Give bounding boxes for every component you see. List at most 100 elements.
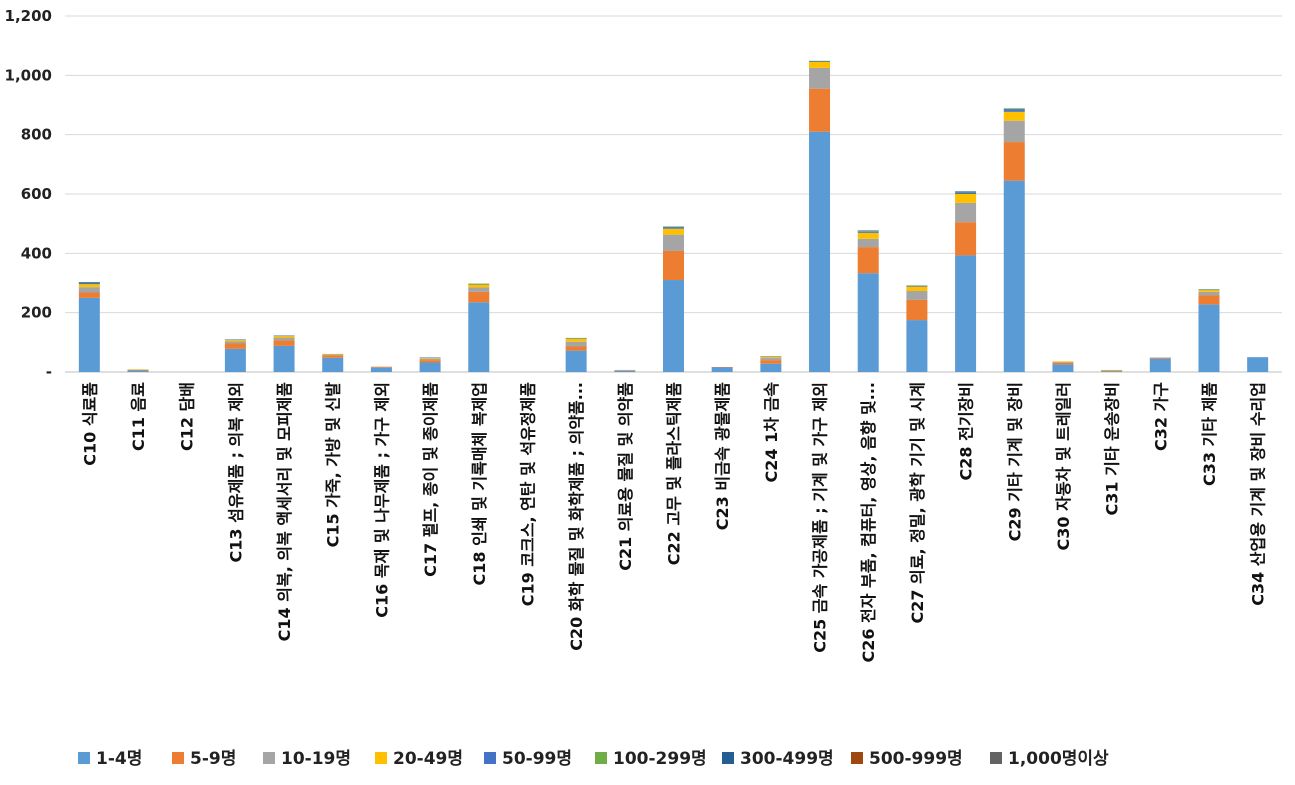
bar-segment — [1198, 290, 1220, 292]
bar-segment — [224, 348, 246, 372]
x-tick-label: C30 자동차 및 트레일러 — [1054, 382, 1073, 550]
legend-label: 1-4명 — [96, 749, 142, 769]
bar-segment — [1003, 109, 1025, 111]
bar-segment — [663, 250, 684, 281]
bar-segment — [78, 292, 100, 298]
x-tick-label: C11 음료 — [129, 382, 148, 451]
bar-segment — [370, 366, 392, 368]
x-tick-label: C20 화학 물질 및 화학제품 ; 의약품... — [567, 382, 586, 651]
legend-swatch — [263, 752, 275, 764]
bar-segment — [711, 366, 733, 368]
bar-segment — [419, 362, 441, 372]
bar-segment — [1003, 142, 1025, 181]
legend-label: 5-9명 — [190, 749, 236, 769]
legend-swatch — [722, 752, 734, 764]
legend-swatch — [78, 752, 90, 764]
x-tick-label: C16 목재 및 나무제품 ; 가구 제외 — [372, 382, 391, 618]
bar-segment — [809, 88, 831, 132]
legend-label: 100-299명 — [613, 749, 707, 769]
bar-segment — [127, 369, 149, 371]
bar-segment — [809, 61, 831, 68]
bar-segment — [955, 194, 977, 203]
bar-segment — [419, 360, 441, 363]
bar-segment — [322, 355, 344, 358]
x-tick-label: C12 담배 — [178, 382, 197, 451]
bar-segment — [663, 234, 684, 251]
bar-segment — [955, 255, 977, 372]
y-tick-label: 400 — [21, 244, 52, 262]
x-tick-label: C28 전기장비 — [957, 382, 976, 480]
bar-segment — [955, 202, 977, 223]
bar-segment — [1198, 289, 1220, 291]
bar-segment — [419, 357, 441, 359]
x-axis: C10 식료품 C11 음료 C12 담배 C13 섬유제품 ; 의복 제외 C14 의… — [80, 382, 1267, 663]
bar-segment — [857, 231, 879, 232]
legend: 1-4명 5-9명 10-19명 20-49명 50-99명 100-299명 300-49… — [78, 749, 1109, 769]
bar-segment — [1149, 357, 1171, 359]
bar-segment — [857, 273, 879, 372]
legend-swatch — [172, 752, 184, 764]
x-tick-label: C19 코크스, 연탄 및 석유정제품 — [518, 382, 537, 607]
bar-segment — [1101, 371, 1123, 372]
bar-segment — [1198, 295, 1220, 305]
bar-segment — [565, 346, 587, 351]
x-tick-label: C34 산업용 기계 및 장비 수리업 — [1249, 382, 1268, 606]
legend-swatch — [484, 752, 496, 764]
bar-segment — [1003, 111, 1025, 121]
bar-segment — [78, 282, 100, 283]
x-tick-label: C22 고무 및 플라스틱제품 — [665, 382, 684, 565]
x-tick-label: C10 식료품 — [80, 382, 99, 466]
bar-segment — [663, 227, 684, 229]
bar-segment — [1003, 110, 1025, 112]
bar-segment — [1052, 364, 1074, 372]
bar-segment — [273, 335, 295, 338]
y-tick-label: 1,200 — [5, 7, 52, 25]
bar-segment — [1003, 180, 1025, 372]
legend-label: 1,000명이상 — [1008, 749, 1109, 769]
bar-segment — [468, 287, 490, 292]
bar-segment — [663, 226, 684, 228]
bar-segment — [273, 335, 295, 337]
bar-segment — [468, 302, 490, 372]
bar-segment — [760, 356, 782, 359]
bar-segment — [614, 370, 636, 371]
legend-swatch — [595, 752, 607, 764]
bar-segment — [1101, 369, 1123, 371]
bar-segment — [906, 285, 928, 286]
bar-segment — [224, 339, 246, 340]
bar-segment — [1247, 357, 1269, 372]
x-tick-label: C27 의료, 정밀, 광학 기기 및 시계 — [908, 382, 927, 624]
bar-segment — [857, 238, 879, 248]
bar-segment — [906, 320, 928, 372]
bar-segment — [906, 291, 928, 300]
bar-segment — [78, 297, 100, 372]
y-tick-label: 1,000 — [5, 66, 52, 84]
bar-segment — [857, 230, 879, 232]
bar-segment — [1149, 358, 1171, 372]
bar-segment — [760, 358, 782, 361]
legend-label: 300-499명 — [740, 749, 834, 769]
bar-segment — [1052, 361, 1074, 362]
x-tick-label: C33 기타 제품 — [1200, 382, 1219, 486]
bar-segment — [857, 232, 879, 239]
bars — [78, 60, 1269, 372]
bar-segment — [955, 192, 977, 194]
bar-segment — [760, 363, 782, 372]
bar-segment — [127, 369, 149, 370]
bar-segment — [273, 345, 295, 372]
x-tick-label: C26 전자 부품, 컴퓨터, 영상, 음향 및... — [859, 382, 878, 663]
bar-segment — [565, 341, 587, 347]
bar-segment — [322, 354, 344, 356]
bar-segment — [857, 231, 879, 233]
bar-segment — [614, 370, 636, 372]
legend-swatch — [851, 752, 863, 764]
bar-segment — [419, 358, 441, 361]
bar-segment — [78, 287, 100, 293]
y-tick-label: 600 — [21, 185, 52, 203]
x-tick-label: C24 1차 금속 — [762, 382, 781, 483]
bar-segment — [468, 284, 490, 288]
bar-segment — [370, 366, 392, 368]
bar-segment — [663, 280, 684, 372]
bar-segment — [1101, 370, 1123, 371]
